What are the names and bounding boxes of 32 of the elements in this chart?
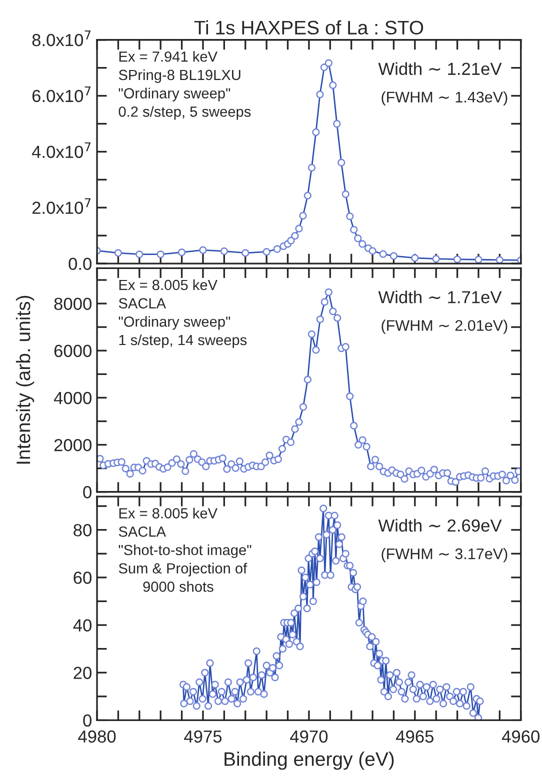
- x-tick-label: 4965: [396, 730, 434, 743]
- y-tick-label: 6000: [54, 344, 92, 358]
- x-tick-label: 4980: [78, 730, 116, 743]
- x-tick-label: 4975: [184, 730, 222, 743]
- annotation: Width ∼ 1.21eV: [378, 62, 502, 75]
- annotation: Ex = 8.005 keV SACLA "Ordinary sweep" 1 s/step, 14 sweeps: [118, 279, 247, 348]
- y-tick-label: 0: [83, 486, 92, 498]
- y-tick-label: 2000: [54, 438, 92, 452]
- y-axis-title: Intensity (arb. units): [16, 296, 34, 464]
- annotation: Width ∼ 1.71eV: [378, 290, 502, 304]
- y-tick-label: 20: [74, 666, 92, 680]
- y-tick-label: 0: [83, 714, 92, 727]
- annotation: Ex = 8.005 keV SACLA "Shot-to-shot image" Sum & Projection of 9000 shots: [118, 508, 252, 592]
- y-tick-label: 8000: [54, 298, 92, 310]
- y-tick-label: 6.0x10$^{7}$: [32, 86, 91, 102]
- y-tick-label: 80: [74, 524, 92, 536]
- y-tick-label: 4.0x10$^{7}$: [32, 142, 91, 158]
- y-tick-label: 60: [74, 572, 92, 584]
- annotation: Width ∼ 2.69eV: [378, 518, 502, 532]
- y-tick-label: 2.0x10$^{7}$: [32, 198, 91, 214]
- annotation: (FWHM ∼ 2.01eV): [382, 320, 508, 334]
- x-tick-label: 4960: [502, 730, 540, 743]
- y-tick-label: 4000: [54, 392, 92, 404]
- annotation: Ex = 7.941 keV SPring-8 BL19LXU "Ordinary sweep" 0.2 s/step, 5 sweeps: [118, 51, 251, 120]
- x-axis-title: Binding energy (eV): [224, 752, 394, 770]
- y-tick-label: 8.0x10$^{7}$: [32, 30, 91, 46]
- y-tick-label: 40: [73, 619, 92, 632]
- y-tick-label: 0.0: [68, 258, 92, 270]
- x-tick-label: 4970: [290, 730, 328, 743]
- annotation: (FWHM ∼ 1.43eV): [382, 91, 508, 106]
- annotation: (FWHM ∼ 3.17eV): [382, 548, 508, 562]
- chart-title: Ti 1s HAXPES of La : STO: [194, 20, 424, 35]
